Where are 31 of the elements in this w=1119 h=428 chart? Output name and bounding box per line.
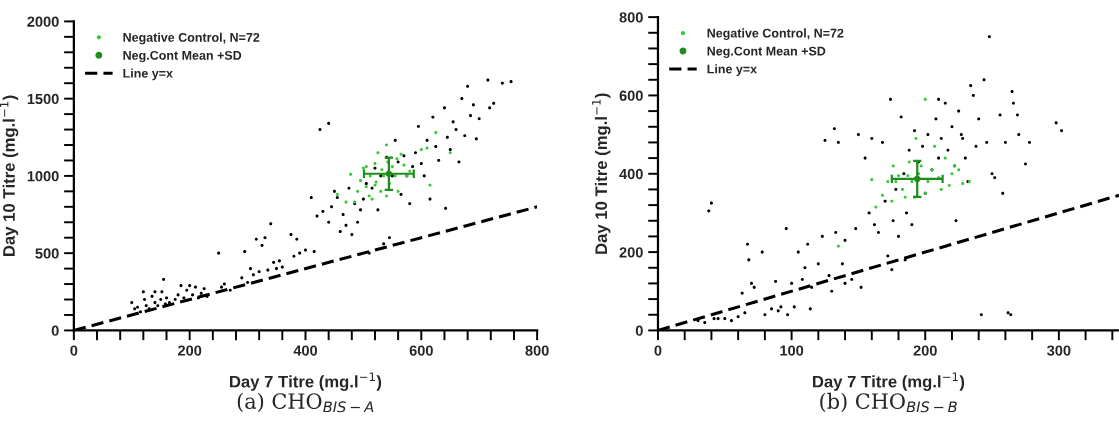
y-tick-label: 500 <box>35 248 59 259</box>
x-tick-label: 200 <box>178 345 202 356</box>
y-tick-label: 0 <box>51 325 59 336</box>
y-tick-label: 400 <box>619 168 643 180</box>
legend-label: Neg.Cont Mean +SD <box>123 50 242 63</box>
legend-label: Neg.Cont Mean +SD <box>707 46 826 59</box>
x-tick-label: 300 <box>1047 345 1071 356</box>
x-tick-label: 800 <box>525 345 549 356</box>
legend-label: Negative Control, N=72 <box>707 28 844 41</box>
y-axis-title: Day 10 Titre (mg.l$^{−1}$) <box>592 93 611 254</box>
x-tick-label: 0 <box>654 345 662 356</box>
y-axis-title: Day 10 Titre (mg.l$^{−1}$) <box>0 95 19 256</box>
x-tick-label: 200 <box>913 345 937 356</box>
x-tick-label: 0 <box>70 345 78 356</box>
y-tick-label: 1500 <box>27 93 59 105</box>
x-tick-label: 400 <box>293 345 318 356</box>
legend-label: Negative Control, N=72 <box>123 32 260 45</box>
y-tick-label: 600 <box>619 90 643 101</box>
legend-label: Line y=x <box>707 64 757 76</box>
y-tick-label: 1000 <box>27 171 59 182</box>
y-tick-label: 800 <box>619 12 643 23</box>
x-tick-label: 600 <box>409 345 433 356</box>
x-axis-title: Day 7 Titre (mg.l$^{−1}$) <box>230 372 382 391</box>
y-tick-label: 0 <box>635 325 643 336</box>
y-tick-label: 200 <box>619 247 643 258</box>
text: (b) CHO$_{BIS−B}$ <box>820 392 957 413</box>
legend-label: Line y=x <box>123 68 173 81</box>
text: (a) CHO$_{BIS−A}$ <box>237 392 374 413</box>
x-axis-title: Day 7 Titre (mg.l$^{−1}$) <box>813 372 965 391</box>
x-tick-label: 100 <box>780 345 804 356</box>
y-tick-label: 2000 <box>27 16 59 27</box>
